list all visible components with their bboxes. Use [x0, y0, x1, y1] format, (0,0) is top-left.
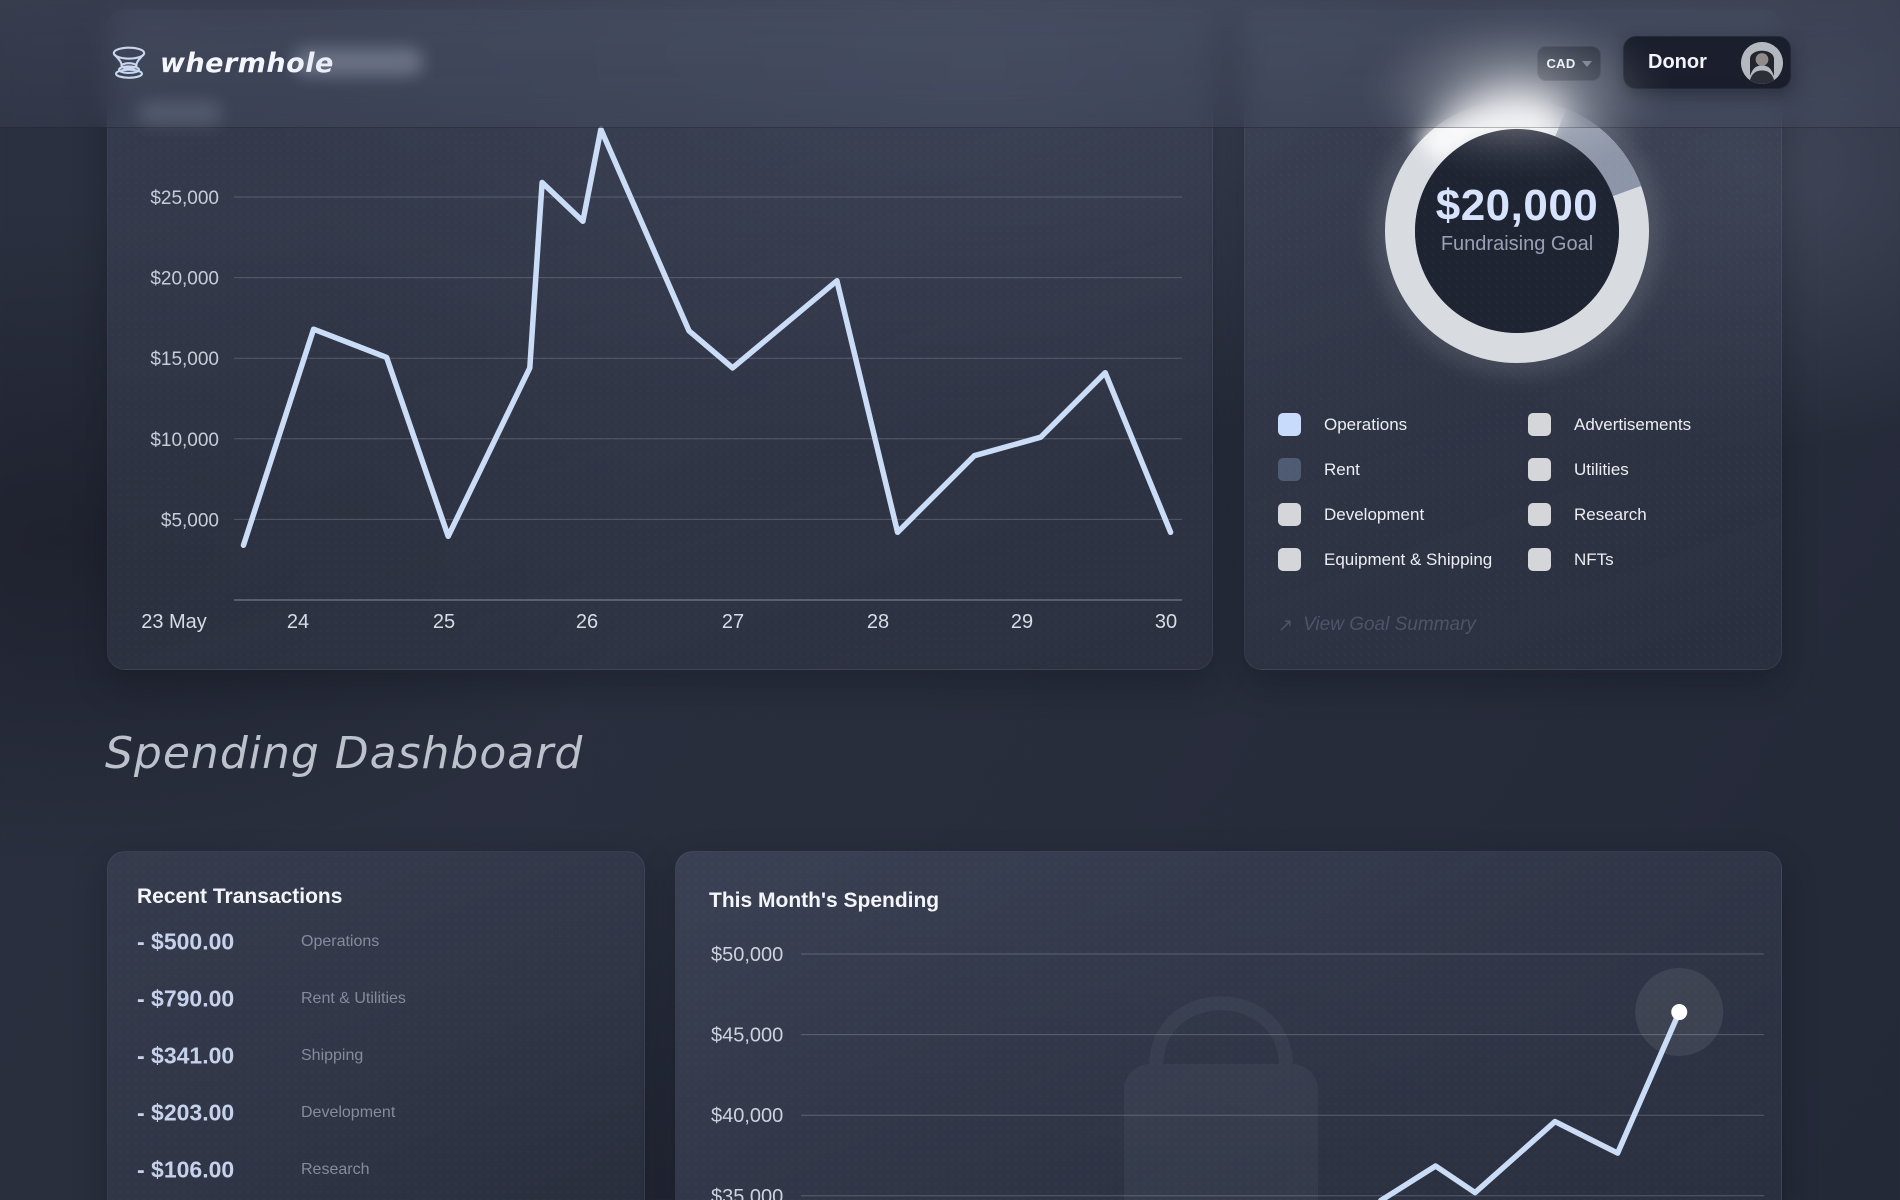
svg-text:$5,000: $5,000	[161, 510, 219, 531]
blurred-redacted-text	[293, 48, 423, 76]
spending-line-chart: $50,000 $45,000 $40,000 $35,000	[711, 944, 1764, 1200]
svg-text:$40,000: $40,000	[711, 1105, 783, 1127]
svg-text:26: 26	[576, 611, 598, 633]
transactions-title: Recent Transactions	[137, 885, 343, 908]
legend-item-advertisements: Advertisements	[1528, 413, 1691, 436]
legend-label: Development	[1324, 504, 1425, 524]
currency-label: CAD	[1546, 56, 1576, 71]
legend-label: Equipment & Shipping	[1324, 549, 1493, 569]
transaction-amount: - $341.00	[137, 1042, 235, 1069]
donor-label: Donor	[1648, 51, 1707, 73]
transaction-amount: - $790.00	[137, 985, 235, 1012]
svg-text:25: 25	[433, 611, 455, 633]
svg-text:$45,000: $45,000	[711, 1025, 783, 1047]
svg-text:27: 27	[722, 611, 744, 633]
legend-item-research: Research	[1528, 503, 1647, 526]
svg-text:$50,000: $50,000	[711, 944, 783, 966]
fund-line-chart: $25,000 $20,000 $15,000 $10,000 $5,000 23 May…	[141, 126, 1182, 633]
transaction-category: Development	[301, 1104, 396, 1121]
svg-text:29: 29	[1011, 611, 1033, 633]
legend-label: Utilities	[1574, 459, 1629, 479]
legend-item-development: Development	[1278, 503, 1424, 526]
svg-text:30: 30	[1155, 611, 1177, 633]
legend-swatch	[1528, 413, 1551, 436]
top-header-bar: whermhole CAD Donor	[0, 0, 1900, 128]
transaction-category: Research	[301, 1161, 370, 1178]
legend-swatch	[1278, 413, 1301, 436]
donor-account-button[interactable]: Donor	[1623, 36, 1791, 89]
transaction-amount: - $106.00	[137, 1156, 235, 1183]
transaction-amount: - $203.00	[137, 1099, 235, 1126]
legend-label: Advertisements	[1574, 414, 1692, 434]
month-spending-card: This Month's Spending $50,000 $45,000 $40,…	[675, 851, 1782, 1200]
view-goal-summary-link[interactable]: ↗ View Goal Summary	[1278, 614, 1476, 636]
legend-item-utilities: Utilities	[1528, 458, 1629, 481]
blurred-redacted-text	[138, 101, 222, 125]
transaction-category: Shipping	[301, 1047, 364, 1064]
svg-text:$35,000: $35,000	[711, 1186, 783, 1200]
legend-swatch	[1278, 458, 1301, 481]
legend-label: NFTs	[1574, 549, 1614, 569]
page-title: Spending Dashboard	[105, 728, 584, 779]
logo-wordmark: whermhole	[160, 47, 334, 79]
legend-swatch	[1278, 503, 1301, 526]
app-logo[interactable]: whermhole	[110, 46, 334, 80]
arrow-up-right-icon: ↗	[1278, 614, 1294, 635]
goal-amount: $20,000	[1435, 181, 1599, 230]
transaction-category: Rent & Utilities	[301, 990, 406, 1007]
transaction-category: Operations	[301, 933, 380, 950]
svg-text:23 May: 23 May	[141, 611, 207, 633]
legend-swatch	[1528, 548, 1551, 571]
goal-donut-chart	[1372, 86, 1662, 376]
legend-label: Research	[1574, 504, 1647, 524]
svg-text:24: 24	[287, 611, 309, 633]
wormhole-logo-icon	[112, 46, 146, 79]
recent-transactions-card: Recent Transactions - $500.00 Operations -…	[107, 851, 645, 1200]
legend-label: Operations	[1324, 414, 1408, 434]
goal-caption: Fundraising Goal	[1440, 233, 1594, 255]
legend-swatch	[1528, 503, 1551, 526]
avatar	[1741, 41, 1783, 84]
legend-item-operations: Operations	[1278, 413, 1407, 436]
svg-text:$20,000: $20,000	[150, 269, 219, 290]
legend-item-equipment-shipping: Equipment & Shipping	[1278, 548, 1492, 571]
svg-text:28: 28	[867, 611, 889, 633]
svg-text:$10,000: $10,000	[150, 430, 219, 451]
transaction-amount: - $500.00	[137, 928, 235, 955]
legend-item-nfts: NFTs	[1528, 548, 1614, 571]
currency-dropdown[interactable]: CAD	[1537, 46, 1601, 81]
svg-text:$15,000: $15,000	[150, 349, 219, 370]
spending-title: This Month's Spending	[709, 889, 940, 912]
chevron-down-icon	[1581, 60, 1592, 67]
legend-swatch	[1528, 458, 1551, 481]
legend-swatch	[1278, 548, 1301, 571]
legend-label: Rent	[1324, 459, 1360, 479]
svg-text:$25,000: $25,000	[150, 188, 219, 209]
legend-item-rent: Rent	[1278, 458, 1360, 481]
view-goal-summary-label: View Goal Summary	[1303, 614, 1476, 635]
